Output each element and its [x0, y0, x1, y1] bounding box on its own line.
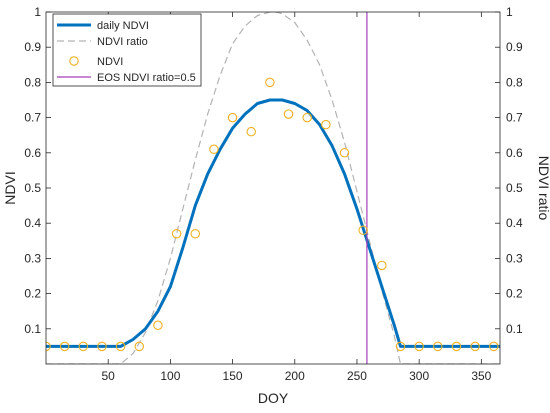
y-tick-label-left: 0.6	[24, 146, 41, 160]
y-tick-label-right: 0.4	[506, 216, 523, 230]
ndvi-point	[209, 144, 219, 155]
x-tick-label: 250	[347, 369, 367, 383]
ndvi-point	[451, 341, 462, 352]
y-tick-label-left: 0.5	[24, 181, 41, 195]
x-tick-label: 100	[160, 369, 180, 383]
ndvi-point	[414, 341, 424, 352]
y-tick-label-left: 0.7	[24, 111, 41, 125]
y-tick-label-right: 0.7	[506, 111, 523, 125]
daily-ndvi-line	[46, 98, 500, 348]
ndvi-point	[321, 119, 331, 130]
y-tick-label-left: 1	[34, 5, 41, 19]
ndvi-point	[395, 341, 406, 352]
x-tick-label: 150	[223, 369, 243, 383]
x-tick-label: 300	[409, 369, 429, 383]
legend-label-ndvi-ratio: NDVI ratio	[97, 36, 148, 48]
y-axis-title-left: NDVI	[2, 171, 18, 204]
ndvi-point	[227, 112, 238, 123]
y-tick-label-right: 0.5	[506, 181, 523, 195]
ndvi-point	[97, 341, 107, 352]
ndvi-point	[358, 225, 368, 235]
y-tick-label-left: 0.3	[24, 251, 41, 265]
x-tick-label: 50	[102, 369, 116, 383]
ndvi-point	[171, 229, 182, 239]
ndvi-point	[246, 126, 256, 137]
y-tick-label-left: 0.4	[24, 216, 41, 230]
ndvi-point	[377, 260, 387, 271]
plot-area	[46, 12, 500, 364]
y-tick-label-left: 0.9	[24, 40, 41, 54]
plot-series-group	[46, 12, 500, 364]
ndvi-point	[489, 341, 499, 352]
ndvi-point	[283, 109, 294, 119]
ndvi-point	[433, 341, 443, 352]
ndvi-point	[46, 341, 51, 352]
ndvi-point	[470, 341, 480, 352]
x-tick-label: 200	[285, 369, 305, 383]
ndvi-point	[339, 148, 350, 158]
y-tick-label-left: 0.1	[24, 322, 41, 336]
ndvi-point	[59, 341, 70, 352]
legend-swatch-ndvi	[69, 56, 79, 66]
y-tick-label-right: 0.6	[506, 146, 523, 160]
y-tick-label-left: 0.2	[24, 287, 41, 301]
y-tick-label-right: 0.9	[506, 40, 523, 54]
axes: 50 100 150 200 250 300 350 0.1 0.1 0.2 0.2 0.3 0.3 0.…	[2, 5, 550, 406]
y-axis-title-right: NDVI ratio	[536, 156, 550, 221]
x-axis-title: DOY	[258, 390, 289, 406]
y-tick-label-right: 1	[506, 5, 513, 19]
legend: daily NDVI NDVI ratio NDVI EOS NDVI ratio=0…	[52, 13, 202, 87]
y-tick-label-right: 0.2	[506, 287, 523, 301]
y-tick-label-left: 0.8	[24, 75, 41, 89]
ndvi-point	[265, 77, 275, 88]
x-tick-label: 350	[471, 369, 491, 383]
legend-label-eos: EOS NDVI ratio=0.5	[97, 72, 196, 84]
ndvi-point	[115, 341, 126, 352]
ndvi-point	[78, 341, 89, 352]
ndvi-point	[153, 320, 163, 331]
ndvi-point	[302, 112, 312, 123]
ndvi-point	[134, 341, 145, 352]
ndvi-point	[190, 229, 201, 239]
y-tick-label-right: 0.8	[506, 75, 523, 89]
legend-label-daily-ndvi: daily NDVI	[97, 20, 149, 32]
legend-label-ndvi: NDVI	[97, 56, 123, 68]
y-tick-label-right: 0.1	[506, 322, 523, 336]
y-tick-label-right: 0.3	[506, 251, 523, 265]
